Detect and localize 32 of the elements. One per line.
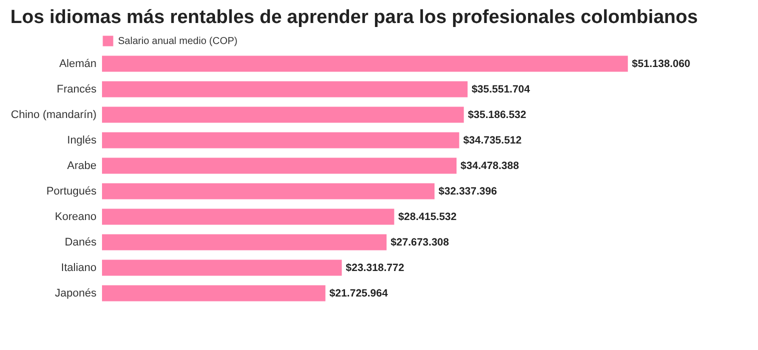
bar	[102, 81, 468, 98]
y-tick-label: Danés	[64, 236, 97, 248]
y-tick-label: Arabe	[67, 160, 96, 172]
data-label: $32.337.396	[438, 185, 498, 198]
data-label: $21.725.964	[329, 287, 388, 300]
bar	[102, 56, 628, 72]
y-tick-label: Japonés	[54, 287, 97, 300]
y-tick-label: Italiano	[61, 262, 96, 274]
y-tick-label: Chino (mandarín)	[10, 108, 96, 121]
bar	[102, 208, 394, 225]
bar	[102, 106, 464, 123]
data-label: $34.478.388	[460, 160, 520, 172]
data-label: $35.551.704	[472, 83, 530, 96]
data-label: $23.318.772	[346, 262, 404, 274]
data-label: $27.673.308	[390, 236, 450, 248]
legend-label: Salario anual medio (COP)	[118, 36, 238, 47]
data-label: $34.735.512	[463, 134, 522, 146]
bar	[102, 260, 342, 276]
bar	[102, 158, 457, 174]
y-tick-label: Francés	[56, 83, 97, 96]
y-tick-label: Portugués	[46, 185, 97, 198]
data-label: $51.138.060	[632, 58, 690, 70]
data-label: $28.415.532	[398, 210, 457, 223]
chart-title: Los idiomas más rentables de aprender para los profesionales colombianos	[10, 7, 698, 28]
y-tick-label: Koreano	[54, 210, 96, 223]
bar	[102, 285, 326, 302]
bar	[102, 132, 460, 148]
y-tick-label: Alemán	[59, 58, 96, 70]
y-tick-label: Inglés	[67, 134, 97, 146]
data-label: $35.186.532	[468, 108, 526, 121]
bar	[102, 183, 435, 200]
bar	[102, 234, 387, 250]
